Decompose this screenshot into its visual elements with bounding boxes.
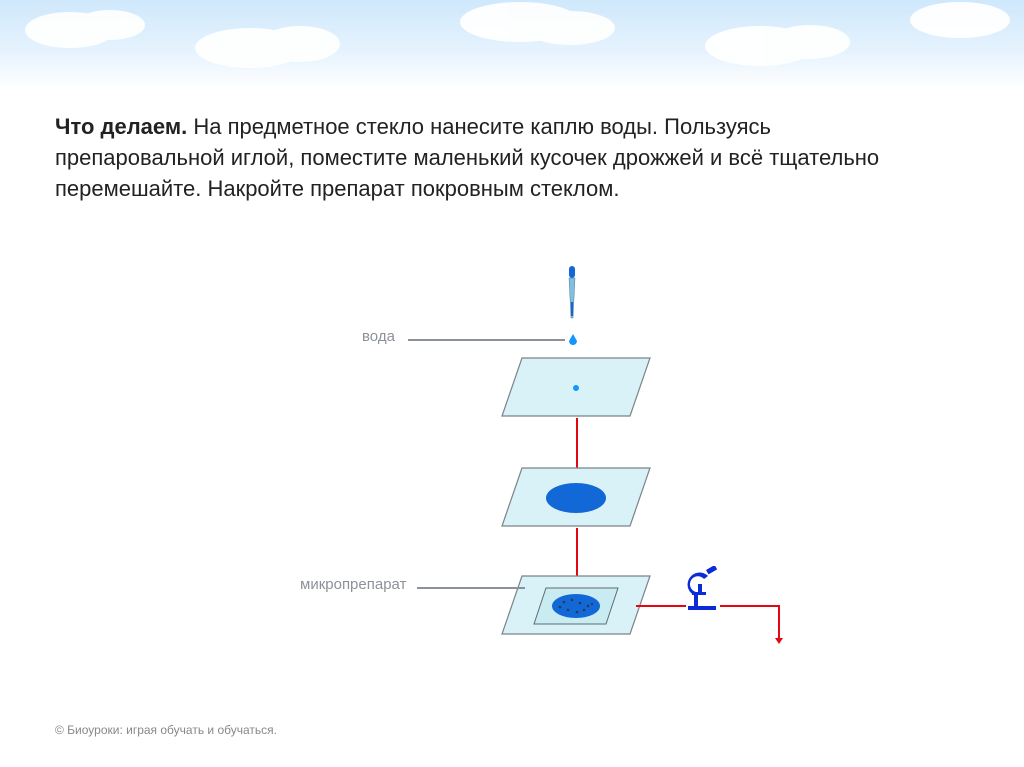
slide-bottom <box>500 570 640 640</box>
water-drop-icon <box>568 334 578 346</box>
label-water: вода <box>362 328 395 345</box>
instruction-text: Что делаем. На предметное стекло нанесит… <box>55 112 935 204</box>
pipette-icon <box>560 264 584 334</box>
connector-out-v <box>778 605 780 639</box>
instruction-lead: Что делаем. <box>55 114 187 139</box>
label-prep: микропрепарат <box>300 576 406 593</box>
slide-middle <box>500 462 640 532</box>
label-prep-line <box>417 587 525 589</box>
microscope-icon <box>684 566 722 612</box>
connector-to-microscope <box>636 605 686 607</box>
connector-out-h <box>720 605 780 607</box>
arrowhead-down-icon <box>775 638 783 644</box>
label-water-line <box>408 339 565 341</box>
preparation-diagram: вода <box>300 270 810 650</box>
slide-page: Что делаем. На предметное стекло нанесит… <box>0 0 1024 767</box>
footer-copyright: © Биоуроки: играя обучать и обучаться. <box>55 723 277 737</box>
slide-top <box>500 352 640 422</box>
